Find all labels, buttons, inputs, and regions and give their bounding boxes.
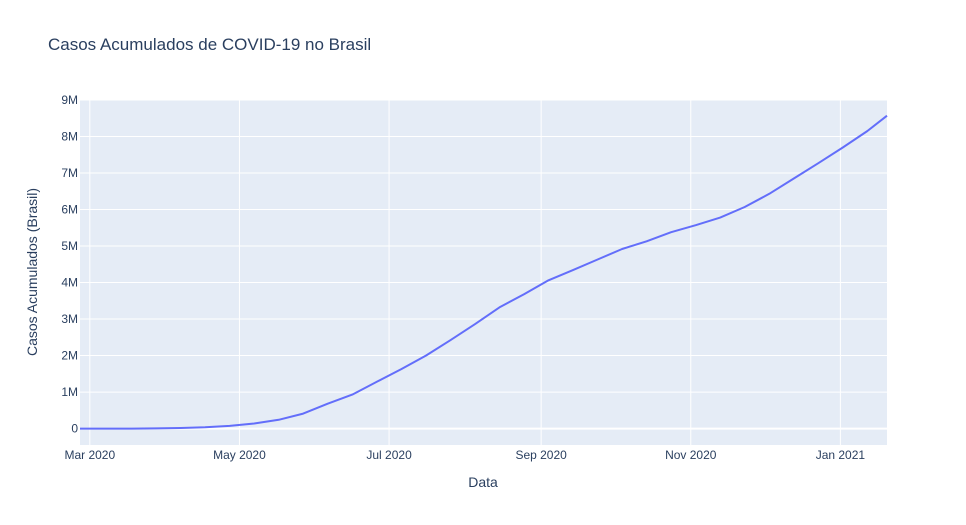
x-tick-label: Sep 2020 — [515, 448, 567, 462]
y-tick-label: 3M — [61, 312, 78, 326]
x-tick-label: Mar 2020 — [64, 448, 115, 462]
y-tick-labels: 0 1M 2M 3M 4M 5M 6M 7M 8M 9M — [61, 93, 78, 436]
series-group — [80, 114, 888, 430]
y-tick-label: 0 — [71, 422, 78, 436]
y-gridlines — [80, 99, 887, 393]
x-tick-label: Jan 2021 — [816, 448, 866, 462]
plot-area — [80, 100, 887, 445]
x-gridlines — [89, 100, 841, 445]
x-tick-labels: Mar 2020 May 2020 Jul 2020 Sep 2020 Nov 2020… — [64, 448, 865, 462]
series-line — [80, 114, 888, 430]
x-tick-label: Jul 2020 — [366, 448, 412, 462]
y-tick-label: 6M — [61, 203, 78, 217]
x-axis-title: Data — [468, 474, 498, 490]
y-tick-label: 8M — [61, 130, 78, 144]
y-tick-label: 5M — [61, 239, 78, 253]
y-tick-label: 2M — [61, 349, 78, 363]
y-tick-label: 7M — [61, 166, 78, 180]
x-tick-label: Nov 2020 — [665, 448, 717, 462]
y-tick-label: 1M — [61, 385, 78, 399]
chart-title: Casos Acumulados de COVID-19 no Brasil — [48, 35, 371, 54]
y-tick-label: 4M — [61, 276, 78, 290]
y-tick-label: 9M — [61, 93, 78, 107]
x-tick-label: May 2020 — [213, 448, 266, 462]
y-axis-title: Casos Acumulados (Brasil) — [24, 188, 40, 356]
